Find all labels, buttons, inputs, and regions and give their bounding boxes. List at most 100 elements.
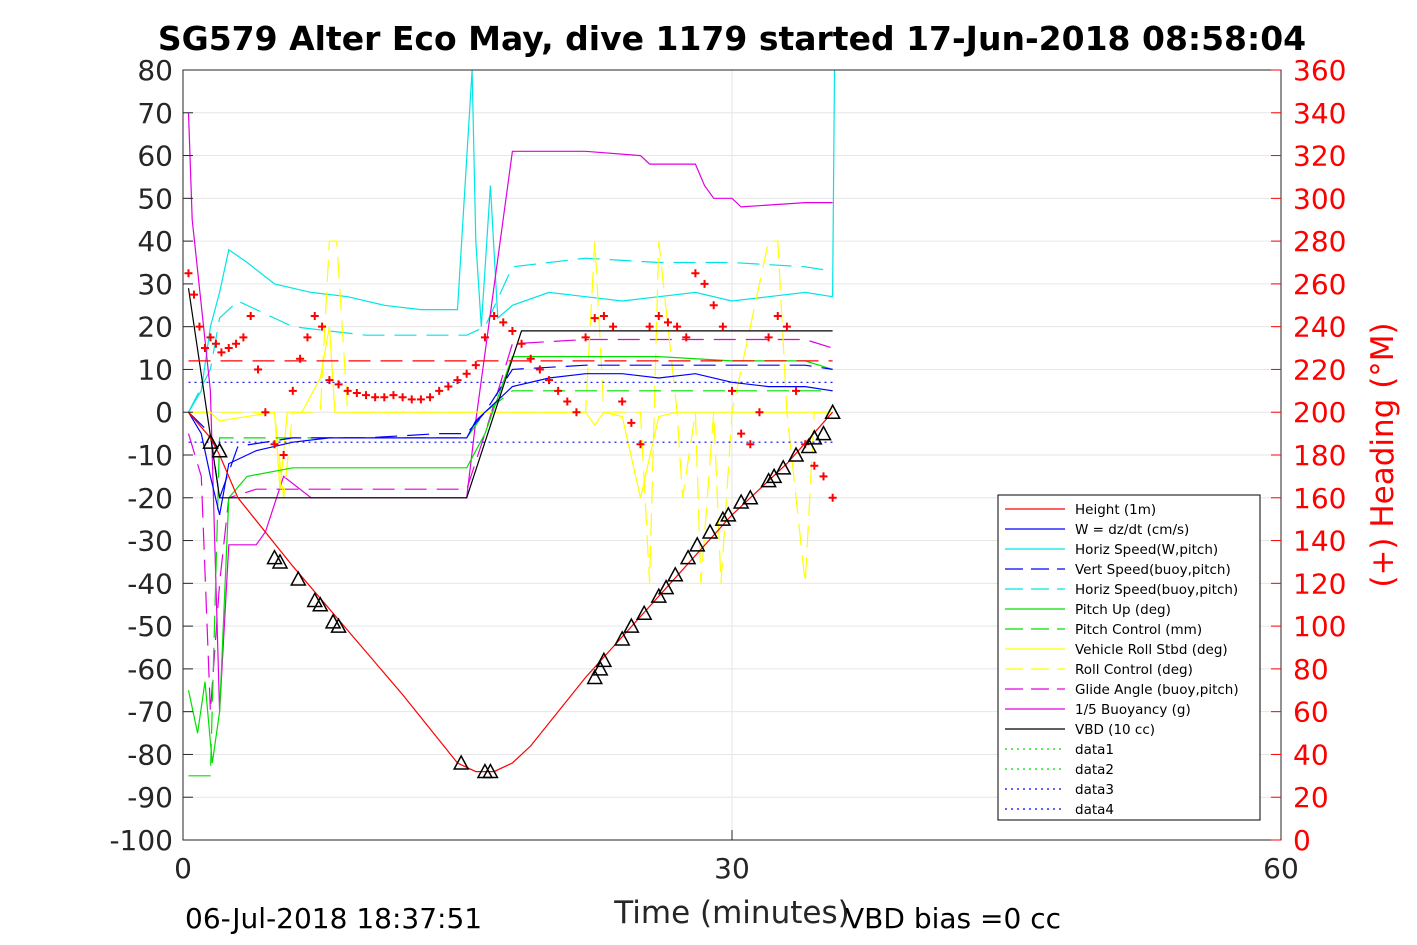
legend-label: VBD (10 cc) (1075, 722, 1155, 738)
heading-marker (224, 344, 233, 353)
right-tick-label: 40 (1293, 738, 1329, 771)
y-tick-label: -10 (127, 439, 173, 472)
dive-marker (815, 425, 832, 441)
y-tick-label: 50 (137, 182, 173, 215)
heading-marker (535, 365, 544, 374)
heading-marker (819, 472, 828, 481)
series-line-1 (187, 373, 833, 516)
heading-marker (416, 395, 425, 404)
x-tick-label: 60 (1263, 852, 1299, 885)
dive-marker (688, 536, 706, 552)
heading-marker (599, 311, 608, 320)
dive-marker (202, 433, 219, 449)
y-tick-label: 60 (137, 140, 173, 173)
legend-label: Roll Control (deg) (1075, 662, 1193, 678)
chart-title: SG579 Alter Eco May, dive 1179 started 1… (158, 19, 1306, 58)
heading-marker (211, 339, 220, 348)
series-line-11 (187, 288, 833, 499)
dive-marker (824, 403, 841, 419)
right-tick-label: 240 (1293, 311, 1346, 344)
series-line-2 (187, 69, 836, 413)
dive-marker (595, 651, 613, 668)
heading-marker (673, 322, 682, 331)
series-line-10 (187, 112, 833, 712)
right-tick-label: 0 (1293, 824, 1311, 857)
dive-marker (635, 604, 653, 621)
legend-label: 1/5 Buoyancy (g) (1075, 702, 1191, 718)
heading-marker (709, 301, 718, 310)
x-axis: 0 30 60 (174, 830, 1299, 885)
dive-marker (311, 596, 329, 612)
heading-marker (526, 354, 535, 363)
heading-marker (755, 408, 764, 417)
dive-marker (800, 437, 818, 454)
right-tick-label: 200 (1293, 396, 1346, 429)
heading-marker (618, 397, 627, 406)
left-axis: -100-90-80-70-60-50-40-30-20-10010203040… (109, 54, 193, 857)
heading-marker (700, 279, 709, 288)
heading-marker (737, 429, 746, 438)
series-line-5 (187, 356, 833, 764)
heading-marker (303, 333, 312, 342)
heading-marker (508, 326, 517, 335)
heading-marker (254, 365, 263, 374)
series-layer (184, 69, 841, 779)
right-tick-label: 180 (1293, 439, 1346, 472)
x-tick-label: 30 (714, 852, 750, 885)
y-tick-label: -100 (109, 824, 173, 857)
heading-marker (325, 376, 334, 385)
dive-marker (650, 587, 668, 603)
dive-marker (787, 446, 805, 462)
heading-marker (718, 322, 727, 331)
heading-marker (407, 395, 416, 404)
legend-label: Height (1m) (1075, 502, 1156, 518)
heading-marker (206, 333, 215, 342)
dive-marker (679, 549, 697, 565)
right-tick-label: 100 (1293, 610, 1346, 643)
heading-marker (471, 361, 480, 370)
heading-marker (746, 440, 755, 449)
y-tick-label: 40 (137, 225, 173, 258)
heading-marker (645, 322, 654, 331)
y-tick-label: 10 (137, 353, 173, 386)
y-tick-label: 70 (137, 97, 173, 130)
dive-marker (760, 472, 777, 488)
heading-marker (371, 393, 380, 402)
y-tick-label: 30 (137, 268, 173, 301)
dive-marker (774, 459, 792, 475)
legend-label: data1 (1075, 742, 1114, 758)
legend: Height (1m) W = dz/dt (cm/s) Horiz Speed(W… (997, 494, 1261, 821)
right-axis-label: (+) Heading (°M) (1365, 322, 1401, 587)
x-tick-label: 0 (174, 852, 192, 885)
heading-marker (554, 386, 563, 395)
heading-marker (499, 318, 508, 327)
dive-marker (482, 762, 499, 779)
legend-label: Horiz Speed(W,pitch) (1075, 542, 1218, 558)
heading-marker (563, 397, 572, 406)
y-tick-label: -70 (127, 696, 173, 729)
y-tick-label: -20 (127, 482, 173, 515)
heading-marker (296, 354, 305, 363)
y-tick-label: -80 (127, 738, 173, 771)
heading-marker (517, 339, 526, 348)
series-line-9 (187, 338, 833, 712)
right-tick-label: 220 (1293, 353, 1346, 386)
dive-marker (657, 579, 675, 595)
y-tick-label: -90 (127, 781, 173, 814)
heading-marker (217, 348, 226, 357)
right-tick-label: 120 (1293, 567, 1346, 600)
dive-marker (714, 510, 732, 526)
heading-marker (184, 269, 193, 278)
dive-marker (667, 566, 684, 582)
heading-marker (590, 314, 599, 323)
right-tick-label: 320 (1293, 140, 1346, 173)
heading-marker (352, 388, 361, 397)
right-tick-label: 260 (1293, 268, 1346, 301)
y-tick-label: 20 (137, 311, 173, 344)
heading-marker (462, 369, 471, 378)
y-tick-label: -40 (127, 567, 173, 600)
y-tick-label: -60 (127, 653, 173, 686)
heading-marker (189, 290, 198, 299)
dive-marker (742, 489, 759, 505)
